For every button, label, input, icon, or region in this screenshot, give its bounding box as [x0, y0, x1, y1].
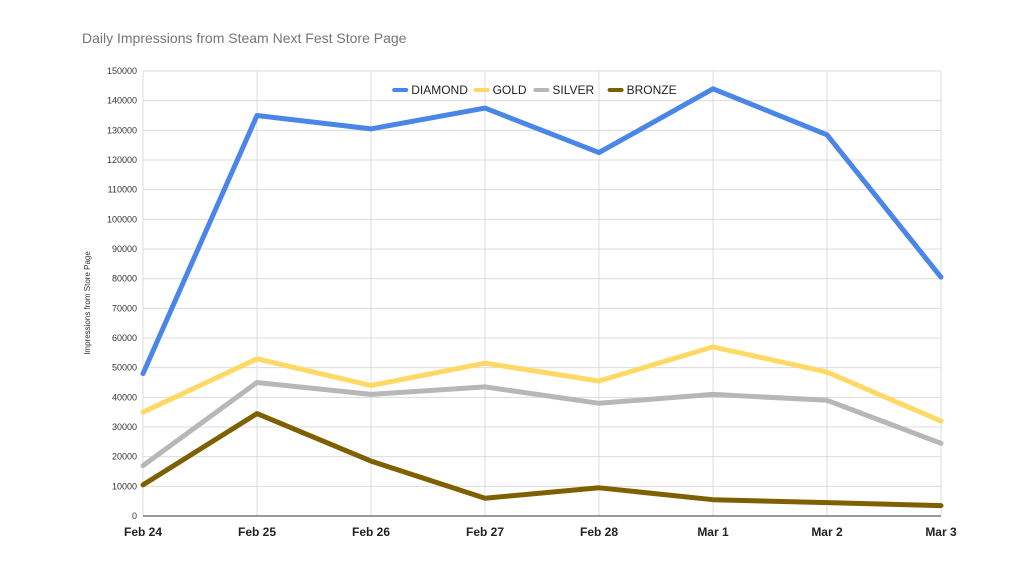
x-tick-label: Feb 26	[352, 525, 390, 539]
legend-item-diamond: DIAMOND	[392, 83, 468, 97]
x-tick-label: Feb 28	[580, 525, 618, 539]
legend-item-gold: GOLD	[473, 83, 527, 97]
series-line-diamond	[140, 86, 944, 377]
x-tick-label: Feb 25	[238, 525, 276, 539]
y-tick-label: 100000	[107, 214, 137, 224]
x-tick-label: Feb 24	[124, 525, 162, 539]
y-tick-label: 90000	[112, 244, 137, 254]
y-tick-label: 70000	[112, 303, 137, 313]
y-tick-label: 40000	[112, 392, 137, 402]
legend-label: DIAMOND	[411, 83, 468, 97]
y-tick-label: 150000	[107, 66, 137, 76]
y-tick-label: 130000	[107, 125, 137, 135]
y-tick-label: 110000	[108, 185, 137, 195]
y-tick-label: 80000	[112, 274, 137, 284]
chart-title: Daily Impressions from Steam Next Fest S…	[82, 30, 407, 46]
y-tick-label: 50000	[112, 363, 137, 373]
x-tick-label: Mar 3	[925, 525, 957, 539]
x-tick-label: Mar 1	[697, 525, 729, 539]
gridlines	[142, 70, 942, 516]
legend-label: GOLD	[493, 83, 527, 97]
y-tick-label: 60000	[112, 333, 137, 343]
x-axis-ticks: Feb 24 Feb 25 Feb 26 Feb 27 Feb 28 Mar 1 Mar 2…	[124, 525, 957, 539]
legend-item-silver: SILVER	[533, 83, 595, 97]
y-tick-label: 0	[132, 511, 137, 521]
y-tick-label: 10000	[112, 481, 137, 491]
legend-label: BRONZE	[627, 83, 677, 97]
series-line-bronze	[140, 411, 944, 509]
series-line-silver	[140, 380, 944, 469]
y-tick-label: 140000	[107, 96, 137, 106]
y-axis-ticks: 0 10000 20000 30000 40000 50000 60000 70000 8000…	[107, 66, 137, 521]
x-tick-label: Feb 27	[466, 525, 504, 539]
legend: DIAMOND GOLD SILVER BRONZE	[392, 83, 677, 97]
legend-item-bronze: BRONZE	[607, 83, 677, 97]
y-tick-label: 20000	[112, 452, 137, 462]
x-tick-label: Mar 2	[811, 525, 843, 539]
series-lines	[140, 86, 944, 509]
y-axis-label: Impressions from Store Page	[83, 251, 92, 355]
legend-label: SILVER	[552, 83, 594, 97]
y-tick-label: 120000	[107, 155, 137, 165]
series-line-gold	[140, 344, 944, 424]
y-tick-label: 30000	[112, 422, 137, 432]
